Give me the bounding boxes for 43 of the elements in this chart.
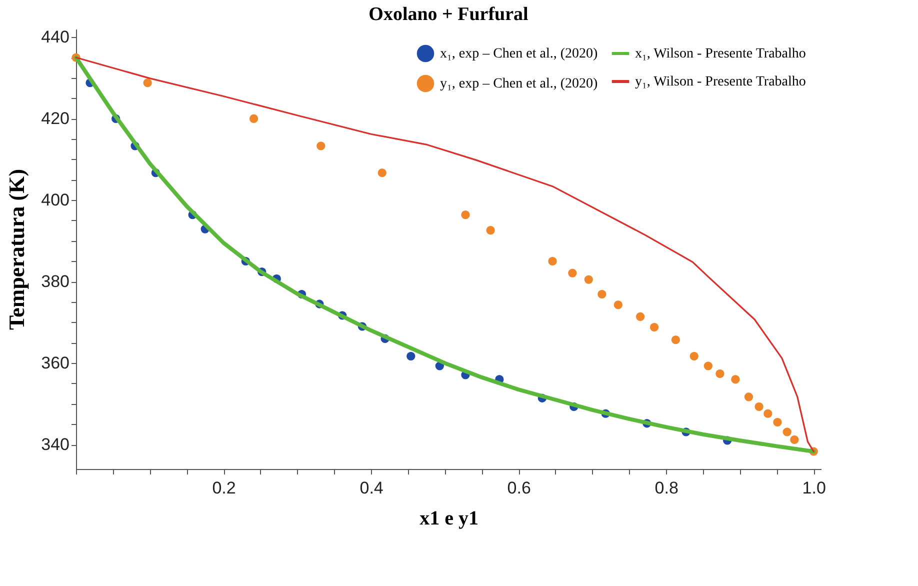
point bbox=[650, 322, 659, 332]
x-tick-label: 0.8 bbox=[654, 478, 678, 498]
x-axis-title: x1 e y1 bbox=[420, 508, 478, 530]
point bbox=[461, 210, 470, 220]
legend-label: y₁, Wilson - Presente Trabalho bbox=[635, 74, 806, 90]
point bbox=[671, 336, 680, 344]
x-tick-label: 0.4 bbox=[360, 478, 384, 498]
y-tick-label: 340 bbox=[41, 435, 70, 454]
point bbox=[584, 275, 593, 284]
point bbox=[790, 435, 799, 444]
legend-label: x₁, exp – Chen et al., (2020) bbox=[440, 46, 598, 62]
point bbox=[548, 256, 557, 266]
legend-label: x₁, Wilson - Presente Trabalho bbox=[635, 46, 806, 62]
y-axis-title: Temperatura (K) bbox=[4, 168, 30, 330]
y-tick-label: 400 bbox=[41, 190, 70, 210]
point bbox=[598, 290, 606, 299]
point bbox=[773, 418, 782, 426]
point bbox=[754, 402, 764, 411]
point bbox=[636, 312, 645, 321]
y-tick-label: 440 bbox=[41, 28, 70, 47]
y-tick-label: 360 bbox=[41, 354, 70, 373]
point bbox=[744, 392, 754, 402]
point bbox=[690, 352, 698, 360]
point bbox=[249, 114, 258, 123]
point bbox=[378, 168, 386, 178]
point bbox=[406, 352, 416, 360]
chart-title: Oxolano + Furfural bbox=[368, 4, 528, 26]
x-tick-label: 0.6 bbox=[507, 478, 531, 498]
point bbox=[782, 428, 792, 436]
point bbox=[614, 300, 622, 310]
point bbox=[731, 375, 740, 384]
point bbox=[316, 142, 326, 150]
point bbox=[704, 362, 712, 370]
x-tick-label: 0.2 bbox=[212, 478, 236, 498]
x-tick-label: 1.0 bbox=[802, 478, 826, 498]
y-tick-label: 380 bbox=[41, 272, 70, 292]
point bbox=[486, 226, 495, 235]
y-tick-label: 420 bbox=[41, 109, 70, 128]
point bbox=[143, 78, 152, 88]
point bbox=[764, 409, 772, 418]
legend-label: y₁, exp – Chen et al., (2020) bbox=[440, 76, 598, 92]
point bbox=[568, 268, 577, 278]
point bbox=[716, 369, 724, 378]
